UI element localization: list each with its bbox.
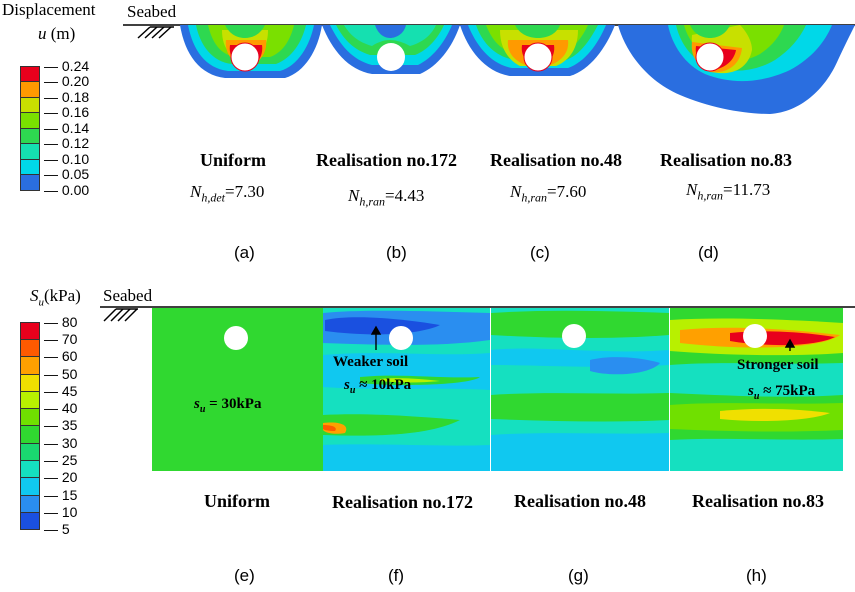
panel-f-label: (f) bbox=[388, 566, 405, 585]
panel-b-title: Realisation no.172 bbox=[316, 150, 458, 170]
stronger-soil-value: su ≈ 75kPa bbox=[748, 383, 816, 402]
legend-var: u bbox=[38, 24, 47, 43]
legend-swatch bbox=[20, 511, 40, 531]
panel-a-nh: Nh,det=7.30 bbox=[190, 182, 265, 205]
legend-swatch bbox=[20, 127, 40, 145]
panel-g-title: Realisation no.48 bbox=[514, 491, 647, 511]
legend-tick-label: — 0.00 bbox=[44, 181, 90, 198]
stronger-soil-annotation: Stronger soil bbox=[737, 357, 819, 373]
legend-tick-label: — 80 bbox=[44, 313, 78, 330]
uniform-su-annotation: su = 30kPa bbox=[194, 396, 262, 415]
legend-tick-label: — 60 bbox=[44, 348, 78, 365]
legend-tick-label: — 10 bbox=[44, 503, 78, 520]
panel-d-title: Realisation no.83 bbox=[660, 150, 793, 170]
panel-f-title: Realisation no.172 bbox=[332, 492, 474, 512]
top-contours bbox=[123, 24, 855, 114]
legend-tick-label: — 45 bbox=[44, 382, 78, 399]
legend-tick-label: — 0.18 bbox=[44, 88, 90, 105]
legend-tick-label: — 70 bbox=[44, 330, 78, 347]
panel-c-title: Realisation no.48 bbox=[490, 150, 623, 170]
displacement-contour-a bbox=[180, 25, 322, 78]
weaker-soil-value: su ≈ 10kPa bbox=[344, 377, 412, 396]
legend-tick-label: — 0.12 bbox=[44, 135, 90, 152]
panel-g-label: (g) bbox=[568, 566, 589, 585]
displacement-color-legend: — 0.24— 0.20— 0.18— 0.16— 0.14— 0.12— 0.… bbox=[20, 58, 90, 198]
legend-tick-label: — 20 bbox=[44, 469, 78, 486]
displacement-contour-c bbox=[460, 25, 615, 76]
legend-tick-label: — 5 bbox=[44, 521, 70, 538]
su-field-g bbox=[491, 308, 669, 471]
panel-a-label: (a) bbox=[234, 243, 255, 262]
legend-tick-label: — 0.10 bbox=[44, 150, 90, 167]
legend-tick-label: — 35 bbox=[44, 417, 78, 434]
displacement-legend-unit: u (m) bbox=[38, 24, 75, 44]
legend-tick-label: — 0.05 bbox=[44, 166, 90, 183]
panel-e-label: (e) bbox=[234, 566, 255, 585]
legend-tick-label: — 0.14 bbox=[44, 119, 90, 136]
legend-tick-label: — 0.16 bbox=[44, 104, 90, 121]
legend-tick-label: — 0.24 bbox=[44, 57, 90, 74]
bottom-fields bbox=[100, 306, 855, 471]
su-field-h bbox=[670, 308, 843, 471]
weaker-soil-annotation: Weaker soil bbox=[333, 354, 409, 370]
panel-e-title: Uniform bbox=[204, 491, 270, 511]
displacement-contour-b bbox=[322, 25, 460, 74]
panel-b-nh: Nh,ran=4.43 bbox=[348, 186, 425, 209]
su-field-f bbox=[323, 308, 490, 471]
legend-tick-label: — 30 bbox=[44, 434, 78, 451]
annotation-arrows bbox=[370, 325, 796, 351]
legend-tick-label: — 50 bbox=[44, 365, 78, 382]
legend-swatch bbox=[20, 494, 40, 513]
su-color-legend: — 80— 70— 60— 50— 45— 40— 35— 30— 25— 20… bbox=[20, 313, 90, 538]
legend-swatch bbox=[20, 174, 40, 191]
seabed-hatch-bottom bbox=[103, 308, 138, 322]
panel-c-label: (c) bbox=[530, 243, 550, 262]
legend-swatch bbox=[20, 158, 40, 176]
panel-a-title: Uniform bbox=[200, 150, 266, 170]
displacement-legend-title: Displacement bbox=[2, 0, 96, 19]
legend-swatch bbox=[20, 143, 40, 160]
panel-h-label: (h) bbox=[746, 566, 767, 585]
legend-tick-label: — 0.20 bbox=[44, 73, 90, 90]
panel-c-nh: Nh,ran=7.60 bbox=[510, 182, 587, 205]
pipe-e bbox=[224, 326, 248, 350]
panel-h-title: Realisation no.83 bbox=[692, 491, 825, 511]
seabed-hatch-top bbox=[137, 26, 174, 39]
panel-b-label: (b) bbox=[386, 243, 407, 262]
legend-swatch bbox=[20, 477, 40, 496]
legend-tick-label: — 40 bbox=[44, 400, 78, 417]
legend-unit: (m) bbox=[46, 24, 76, 43]
panel-d-nh: Nh,ran=11.73 bbox=[686, 180, 771, 203]
legend-tick-label: — 15 bbox=[44, 486, 78, 503]
legend-tick-label: — 25 bbox=[44, 452, 78, 469]
su-legend-title: Su(kPa) bbox=[30, 286, 81, 309]
panel-d-label: (d) bbox=[698, 243, 719, 262]
displacement-contour-d bbox=[618, 25, 855, 114]
seabed-label-top: Seabed bbox=[127, 2, 177, 21]
seabed-label-bottom: Seabed bbox=[103, 286, 153, 305]
